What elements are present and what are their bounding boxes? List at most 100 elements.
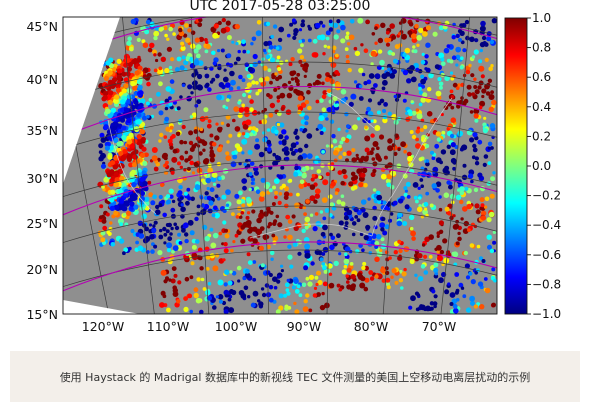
tec-observation-point	[406, 195, 411, 199]
tec-observation-point	[436, 234, 440, 238]
tec-observation-point	[168, 65, 173, 70]
tec-observation-point	[184, 150, 189, 155]
tec-observation-point	[227, 280, 233, 286]
tec-observation-point	[438, 207, 443, 212]
tec-observation-point	[233, 61, 238, 66]
tec-observation-point	[382, 114, 388, 120]
tec-observation-point	[270, 257, 274, 261]
tec-observation-point	[364, 277, 370, 283]
tec-observation-point	[224, 233, 230, 239]
tec-observation-point	[146, 114, 150, 119]
tec-observation-point	[159, 228, 163, 233]
tec-observation-point	[394, 280, 399, 285]
tec-observation-point	[164, 163, 168, 167]
tec-observation-point	[488, 94, 495, 100]
tec-observation-point	[176, 106, 181, 111]
tec-observation-point	[294, 289, 300, 294]
tec-observation-point	[403, 186, 408, 191]
tec-observation-point	[446, 250, 451, 255]
tec-observation-point	[120, 99, 126, 105]
tec-observation-point	[264, 76, 270, 82]
tec-observation-point	[144, 196, 150, 202]
tec-observation-point	[425, 161, 430, 167]
tec-observation-point	[162, 212, 167, 218]
tec-observation-point	[392, 58, 399, 64]
tec-observation-point	[322, 216, 327, 221]
tec-observation-point	[160, 269, 167, 276]
tec-observation-point	[470, 179, 474, 184]
tec-observation-point	[224, 294, 229, 298]
tec-observation-point	[141, 213, 147, 220]
tec-observation-point	[272, 276, 278, 283]
tec-observation-point	[428, 72, 434, 79]
tec-observation-point	[399, 269, 403, 274]
tec-observation-point	[491, 99, 497, 106]
tec-observation-point	[304, 115, 309, 121]
tec-observation-point	[329, 244, 335, 251]
tec-observation-point	[252, 61, 258, 68]
tec-observation-point	[303, 74, 307, 78]
tec-observation-point	[110, 107, 117, 113]
tec-observation-point	[268, 273, 273, 277]
tec-observation-point	[413, 49, 418, 54]
tec-observation-point	[334, 191, 339, 195]
tec-observation-point	[366, 79, 372, 85]
tec-observation-point	[198, 151, 203, 156]
tec-observation-point	[218, 299, 223, 304]
tec-observation-point	[391, 35, 397, 40]
tec-observation-point	[477, 85, 482, 90]
tec-observation-point	[404, 204, 410, 210]
tec-observation-point	[130, 18, 136, 25]
tec-observation-point	[449, 292, 456, 298]
tec-observation-point	[225, 20, 231, 26]
tec-observation-point	[446, 180, 451, 185]
tec-observation-point	[446, 44, 451, 48]
tec-observation-point	[101, 96, 107, 102]
tec-observation-point	[458, 282, 464, 288]
tec-observation-point	[251, 126, 257, 132]
caption-text: 使用 Haystack 的 Madrigal 数据库中的新视线 TEC 文件测量…	[59, 370, 531, 384]
tec-observation-point	[126, 139, 133, 145]
tec-observation-point	[218, 128, 222, 133]
tec-observation-point	[479, 304, 485, 310]
tec-observation-point	[343, 174, 348, 179]
tec-observation-point	[427, 87, 432, 92]
tec-observation-point	[420, 184, 425, 188]
tec-observation-point	[150, 200, 156, 206]
tec-observation-point	[166, 199, 172, 205]
tec-observation-point	[400, 141, 406, 148]
tec-observation-point	[242, 276, 246, 281]
tec-observation-point	[319, 210, 324, 214]
tec-observation-point	[222, 220, 227, 225]
tec-observation-point	[407, 30, 413, 36]
tec-observation-point	[315, 22, 321, 29]
tec-observation-point	[265, 270, 271, 275]
tec-observation-point	[338, 155, 343, 160]
coastline-west	[107, 119, 157, 215]
tec-observation-point	[436, 137, 442, 142]
tec-observation-point	[170, 278, 176, 284]
tec-observation-point	[307, 183, 311, 187]
tec-map-figure: 45°N 40°N 35°N 30°N 25°N 20°N 15°N 120°W…	[26, 11, 561, 334]
tec-observation-point	[167, 236, 173, 242]
tec-observation-point	[285, 214, 291, 220]
tec-observation-point	[353, 175, 359, 180]
tec-observation-point	[418, 157, 423, 162]
tec-observation-point	[325, 30, 331, 36]
tec-observation-point	[467, 173, 474, 179]
tec-observation-point	[193, 161, 199, 167]
tec-observation-point	[308, 274, 315, 280]
tec-observation-point	[340, 201, 346, 207]
tec-observation-point	[344, 47, 349, 52]
tec-observation-point	[153, 35, 158, 41]
tec-observation-point	[100, 137, 107, 143]
tec-observation-point	[252, 277, 257, 282]
tec-observation-point	[463, 98, 469, 104]
tec-observation-point	[388, 256, 392, 260]
tec-observation-point	[460, 217, 464, 221]
tec-observation-point	[263, 41, 269, 47]
tec-observation-point	[469, 36, 475, 43]
tec-observation-point	[167, 138, 173, 144]
tec-observation-point	[408, 305, 413, 310]
tec-observation-point	[236, 265, 242, 271]
